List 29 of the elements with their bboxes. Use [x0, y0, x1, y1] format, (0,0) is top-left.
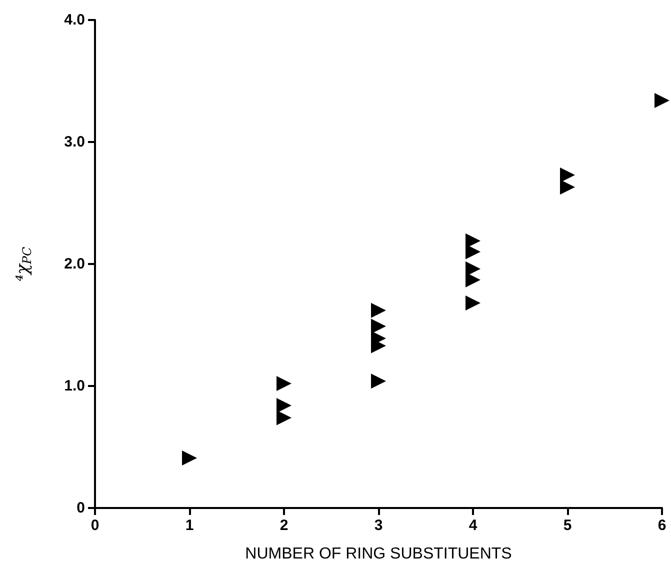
point	[371, 374, 386, 389]
point	[466, 261, 480, 276]
point	[654, 93, 670, 108]
y-axis-title: ⁴χPC	[13, 246, 34, 282]
x-tick-label: 0	[90, 517, 100, 534]
y-tick-label: 4.0	[64, 12, 85, 28]
x-axis-title: NUMBER OF RING SUBSTITUENTS	[245, 546, 512, 562]
x-tick-label: 1	[185, 517, 194, 534]
x-tick-label: 6	[658, 517, 666, 534]
point	[466, 296, 480, 311]
point	[276, 376, 292, 392]
y-tick-label: 2.0	[64, 256, 85, 272]
point	[560, 167, 575, 182]
y-tick-label: 0	[76, 500, 85, 516]
y-tick-label: 1.0	[64, 378, 85, 394]
point	[466, 272, 480, 288]
x-tick-label: 3	[374, 517, 383, 534]
x-tick-label: 5	[563, 517, 572, 534]
y-tick-label: 3.0	[64, 134, 85, 150]
x-tick-label: 4	[468, 517, 478, 534]
point	[276, 410, 292, 426]
point	[182, 450, 197, 466]
x-tick-label: 2	[280, 517, 288, 534]
point	[371, 318, 386, 334]
point	[466, 233, 480, 248]
point	[276, 398, 292, 414]
point	[371, 302, 386, 318]
point	[560, 180, 575, 195]
point	[466, 244, 480, 260]
